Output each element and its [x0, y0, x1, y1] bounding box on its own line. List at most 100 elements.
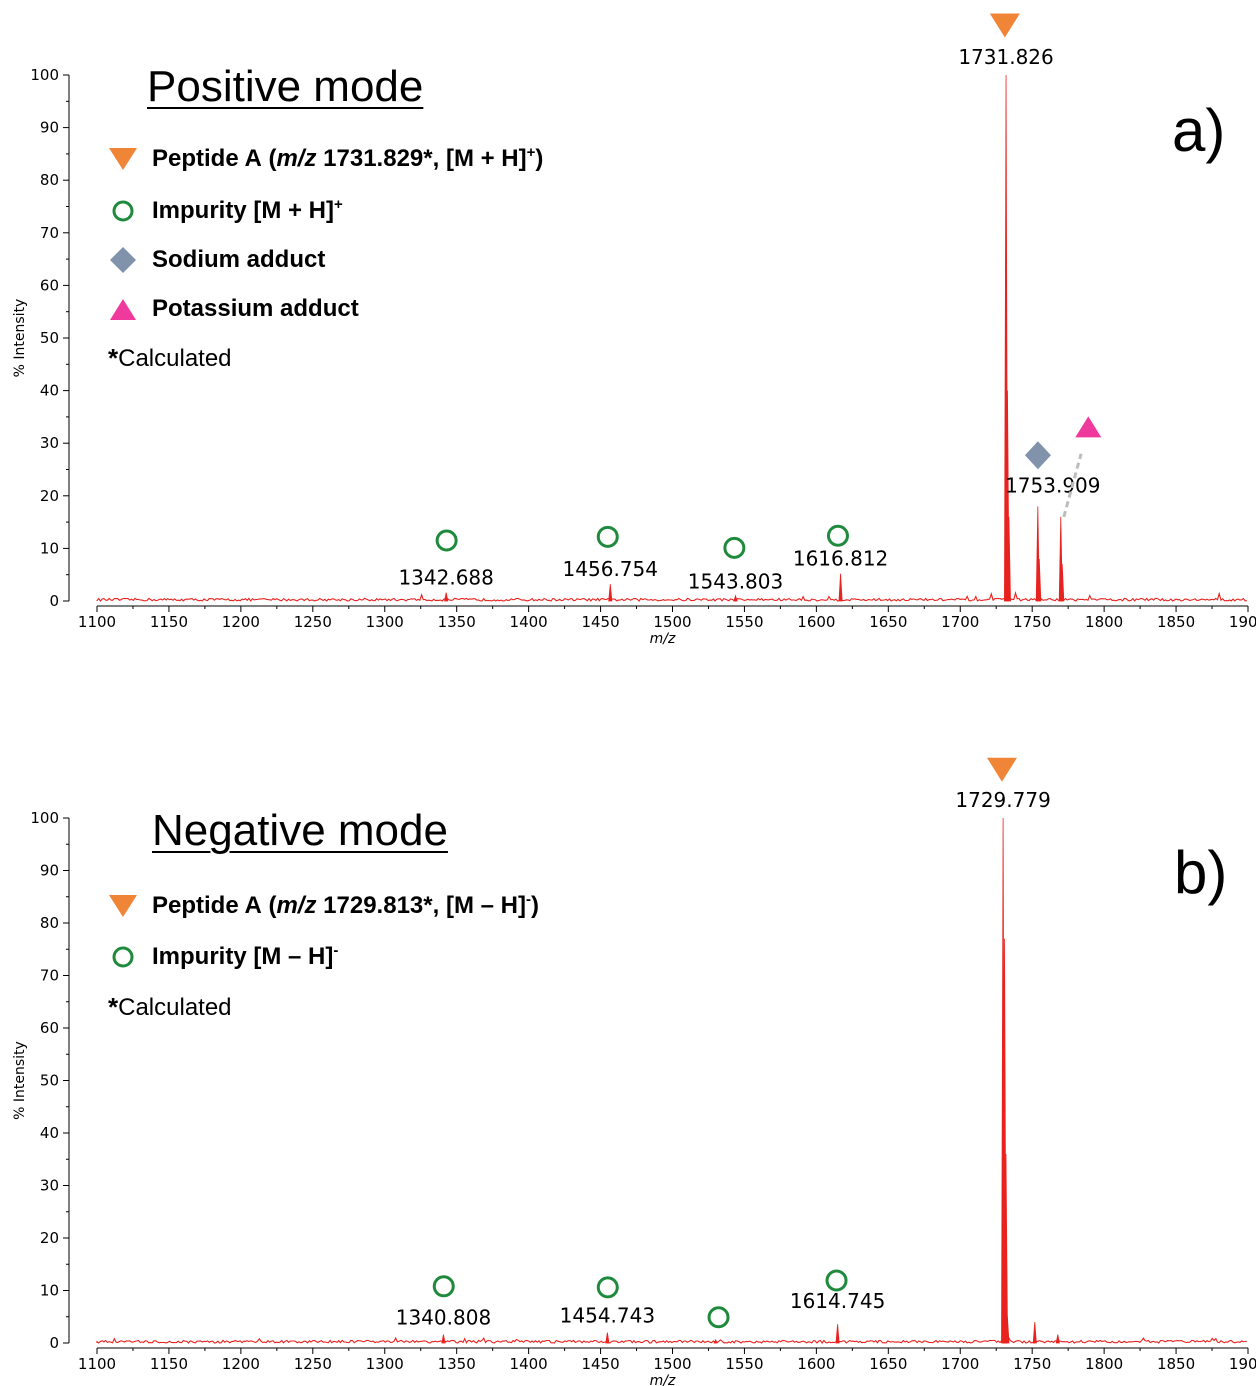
spectrum-peak: [444, 592, 449, 602]
spectrum-peak: [441, 1334, 446, 1344]
y-tick-label: 10: [40, 1282, 59, 1300]
y-tick-label: 90: [40, 119, 59, 137]
x-tick-label: 1900: [1229, 1355, 1256, 1373]
spectrum-peak: [835, 1324, 840, 1344]
peak-label: 1616.812: [793, 547, 888, 571]
x-tick-label: 1900: [1229, 613, 1256, 631]
legend-sodium-label: Sodium adduct: [152, 246, 326, 273]
y-tick-label: 20: [40, 487, 59, 505]
spectrum-peak: [608, 584, 613, 602]
panel-label-b: b): [1174, 839, 1228, 906]
spectrum-peak: [1037, 558, 1042, 602]
spectrum-peak: [713, 1338, 718, 1344]
positive-mode-title: Positive mode: [147, 62, 424, 111]
y-tick-label: 0: [49, 592, 59, 610]
y-tick-label: 70: [40, 224, 59, 242]
x-tick-label: 1150: [150, 613, 188, 631]
y-tick-label: 0: [49, 1334, 59, 1352]
y-axis-title: % Intensity: [12, 299, 28, 378]
impurity-marker: [435, 529, 458, 552]
calculated-note-positive: *Calculated: [108, 343, 232, 373]
x-axis-title: m/z: [650, 631, 676, 647]
impurity-marker: [596, 525, 619, 548]
x-tick-label: 1850: [1157, 613, 1195, 631]
impurity-marker-icon: [112, 200, 134, 222]
baseline-noise: [96, 590, 1247, 602]
x-tick-label: 1200: [222, 1355, 260, 1373]
x-tick-label: 1400: [510, 613, 548, 631]
impurity-marker: [596, 1276, 619, 1299]
potassium-adduct-marker: [1075, 416, 1102, 438]
peak-label: 1753.909: [1005, 473, 1100, 497]
x-tick-label: 1350: [438, 613, 476, 631]
calculated-note-negative: *Calculated: [108, 992, 232, 1022]
legend-peptide-negative: Peptide A (m/z 1729.813*, [M – H]-): [108, 892, 539, 920]
x-tick-label: 1650: [869, 1355, 907, 1373]
y-tick-label: 90: [40, 862, 59, 880]
x-tick-label: 1850: [1157, 1355, 1195, 1373]
x-tick-label: 1250: [294, 1355, 332, 1373]
x-tick-label: 1750: [1013, 613, 1051, 631]
x-tick-label: 1650: [869, 613, 907, 631]
positive-mode-spectrum: 0 10 20 30 40 50 60 70 80 90 100 1100 1150 1200 1250 13…: [12, 13, 1256, 647]
spectrum-peak: [838, 573, 843, 602]
legend-impurity-positive: Impurity [M + H]+: [108, 197, 343, 225]
sodium-adduct-marker: [1024, 441, 1051, 470]
adduct-connector-line: [1062, 453, 1083, 518]
peptide-marker-icon: [109, 148, 137, 170]
x-tick-label: 1800: [1085, 1355, 1123, 1373]
x-tick-label: 1550: [725, 1355, 763, 1373]
y-tick-label: 40: [40, 382, 59, 400]
spectrum-peak: [1032, 1321, 1037, 1344]
legend-impurity-label: Impurity [M – H]-: [152, 942, 339, 970]
peak-label: 1340.808: [396, 1306, 491, 1330]
x-tick-label: 1300: [366, 1355, 404, 1373]
positive-mode-panel: 0 10 20 30 40 50 60 70 80 90 100 1100 1150 1200 1250 13…: [0, 0, 1256, 690]
y-tick-label: 50: [40, 1072, 59, 1090]
spectrum-peak: [1060, 564, 1065, 602]
x-tick-label: 1450: [581, 613, 619, 631]
peptide-marker: [989, 13, 1020, 38]
legend-peptide-label: Peptide A (m/z 1731.829*, [M + H]+): [152, 144, 544, 172]
potassium-marker-icon: [110, 299, 136, 320]
y-tick-label: 100: [30, 809, 59, 827]
peak-label: 1454.743: [560, 1304, 655, 1328]
x-tick-label: 1400: [510, 1355, 548, 1373]
x-tick-label: 1200: [222, 613, 260, 631]
x-tick-label: 1500: [653, 1355, 691, 1373]
y-axis-title: % Intensity: [12, 1041, 28, 1120]
x-tick-label: 1300: [366, 613, 404, 631]
x-tick-label: 1750: [1013, 1355, 1051, 1373]
impurity-marker: [825, 1269, 848, 1292]
spectrum-peak: [1006, 516, 1011, 602]
peak-label: 1342.688: [398, 566, 493, 590]
y-tick-label: 60: [40, 276, 59, 294]
peak-label: 1729.779: [955, 788, 1050, 812]
x-tick-label: 1700: [941, 1355, 979, 1373]
spectrum-peak: [605, 1332, 610, 1344]
impurity-marker-icon: [112, 946, 134, 968]
peak-label: 1543.803: [688, 570, 783, 594]
legend-sodium: Sodium adduct: [108, 246, 325, 274]
legend-impurity-label: Impurity [M + H]+: [152, 196, 343, 224]
x-tick-label: 1600: [797, 613, 835, 631]
baseline-noise: [96, 1335, 1247, 1344]
x-tick-label: 1350: [438, 1355, 476, 1373]
x-tick-label: 1100: [78, 1355, 116, 1373]
x-tick-label: 1450: [581, 1355, 619, 1373]
spectrum-peak: [1055, 1334, 1060, 1344]
legend-impurity-negative: Impurity [M – H]-: [108, 943, 338, 971]
x-tick-label: 1150: [150, 1355, 188, 1373]
panel-label-a: a): [1172, 97, 1226, 164]
impurity-marker: [432, 1275, 455, 1298]
y-tick-label: 100: [30, 66, 59, 84]
legend-peptide-label: Peptide A (m/z 1729.813*, [M – H]-): [152, 891, 539, 919]
x-tick-label: 1700: [941, 613, 979, 631]
spectrum-peak: [733, 594, 738, 602]
impurity-marker: [707, 1306, 730, 1329]
spectrum-peak: [1005, 1316, 1010, 1344]
negative-mode-spectrum: 0 10 20 30 40 50 60 70 80 90 100 1100 1150 1200 1250 13…: [12, 757, 1256, 1386]
peptide-marker-icon: [109, 895, 137, 917]
negative-mode-title: Negative mode: [152, 806, 448, 855]
y-tick-label: 70: [40, 967, 59, 985]
